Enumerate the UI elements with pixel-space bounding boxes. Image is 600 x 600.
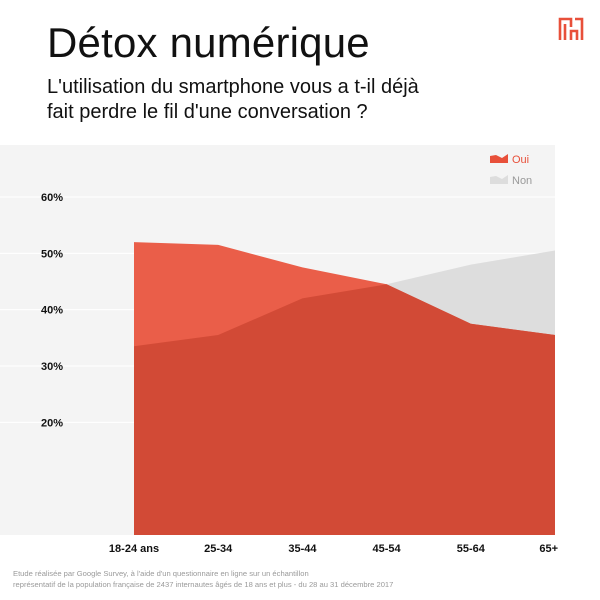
- footnote-line-1: Etude réalisée par Google Survey, à l'ai…: [13, 569, 309, 578]
- page-title: Détox numérique: [47, 19, 370, 66]
- legend-item: Oui: [490, 154, 529, 166]
- x-tick-label: 55-64: [457, 543, 486, 555]
- footnote: Etude réalisée par Google Survey, à l'ai…: [13, 568, 393, 590]
- legend: Oui Non: [490, 154, 532, 187]
- y-tick-label: 20%: [41, 417, 63, 429]
- x-tick-label: 25-34: [204, 543, 233, 555]
- page-subtitle: L'utilisation du smartphone vous a t-il …: [47, 75, 477, 125]
- legend-label: Non: [512, 175, 532, 187]
- y-tick-label: 40%: [41, 305, 63, 317]
- subtitle-line-2: fait perdre le fil d'une conversation ?: [47, 101, 368, 123]
- legend-swatch: [490, 154, 508, 163]
- footnote-line-2: représentatif de la population française…: [13, 580, 394, 589]
- y-tick-label: 30%: [41, 361, 63, 373]
- legend-swatch: [490, 175, 508, 184]
- legend-item: Non: [490, 175, 532, 187]
- brand-logo-icon: [558, 17, 584, 40]
- y-tick-label: 50%: [41, 248, 63, 260]
- y-axis-ticks: 20% 30% 40% 50% 60%: [41, 192, 63, 429]
- series-area-overlap: [134, 284, 555, 535]
- x-tick-label: 35-44: [288, 543, 317, 555]
- x-axis-ticks: 18-24 ans 25-34 35-44 45-54 55-64 65+: [109, 543, 558, 555]
- series-areas: [134, 242, 555, 535]
- chart: 20% 30% 40% 50% 60% 18-24 ans 25-34 35-44 45-54…: [0, 145, 600, 565]
- area-chart: 20% 30% 40% 50% 60% 18-24 ans 25-34 35-44 45-54…: [0, 145, 558, 555]
- x-tick-label: 45-54: [373, 543, 402, 555]
- subtitle-line-1: L'utilisation du smartphone vous a t-il …: [47, 76, 419, 98]
- x-tick-label: 18-24 ans: [109, 543, 159, 555]
- legend-label: Oui: [512, 154, 529, 166]
- y-tick-label: 60%: [41, 192, 63, 204]
- x-tick-label: 65+: [539, 543, 558, 555]
- brand-logo-glyph: [558, 17, 584, 40]
